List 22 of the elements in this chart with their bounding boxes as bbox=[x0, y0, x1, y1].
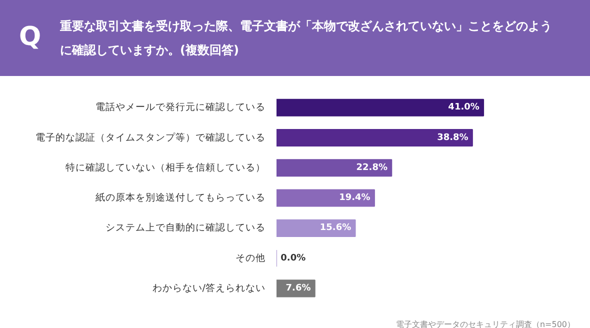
text: 電子文書やデータのセキュリティ調査（n=500） bbox=[394, 319, 575, 328]
y-tick-label: 電話やメールで発行元に確認している bbox=[96, 101, 266, 114]
chart-title: 重要な取引文書を受け取った際、電子文書が「本物で改ざんされていない」ことをどのように確認していますか。(複数回答) bbox=[60, 18, 553, 59]
y-tick-label: その他 bbox=[236, 252, 266, 264]
data-label: 15.6% bbox=[320, 223, 352, 234]
data-label: 0.0% bbox=[280, 253, 306, 264]
bar bbox=[276, 128, 473, 147]
bar bbox=[276, 98, 484, 116]
bar bbox=[276, 219, 356, 237]
data-label: 38.8% bbox=[437, 132, 468, 143]
text: Q bbox=[18, 21, 42, 54]
bar bbox=[276, 159, 392, 177]
bar bbox=[276, 189, 375, 207]
y-tick-label: 特に確認していない（相手を信頼している） bbox=[66, 161, 266, 174]
data-label: 19.4% bbox=[339, 193, 370, 204]
data-label: 22.8% bbox=[356, 162, 388, 173]
y-tick-label: 電子的な認証（タイムスタンプ等）で確認している bbox=[36, 131, 266, 144]
y-tick-label: わからない/答えられない bbox=[152, 282, 266, 294]
y-tick-label: システム上で自動的に確認している bbox=[106, 222, 266, 234]
y-tick-label: 紙の原本を別途送付してもらっている bbox=[96, 192, 266, 204]
data-label: 41.0% bbox=[448, 102, 480, 113]
data-label: 7.6% bbox=[286, 283, 311, 294]
